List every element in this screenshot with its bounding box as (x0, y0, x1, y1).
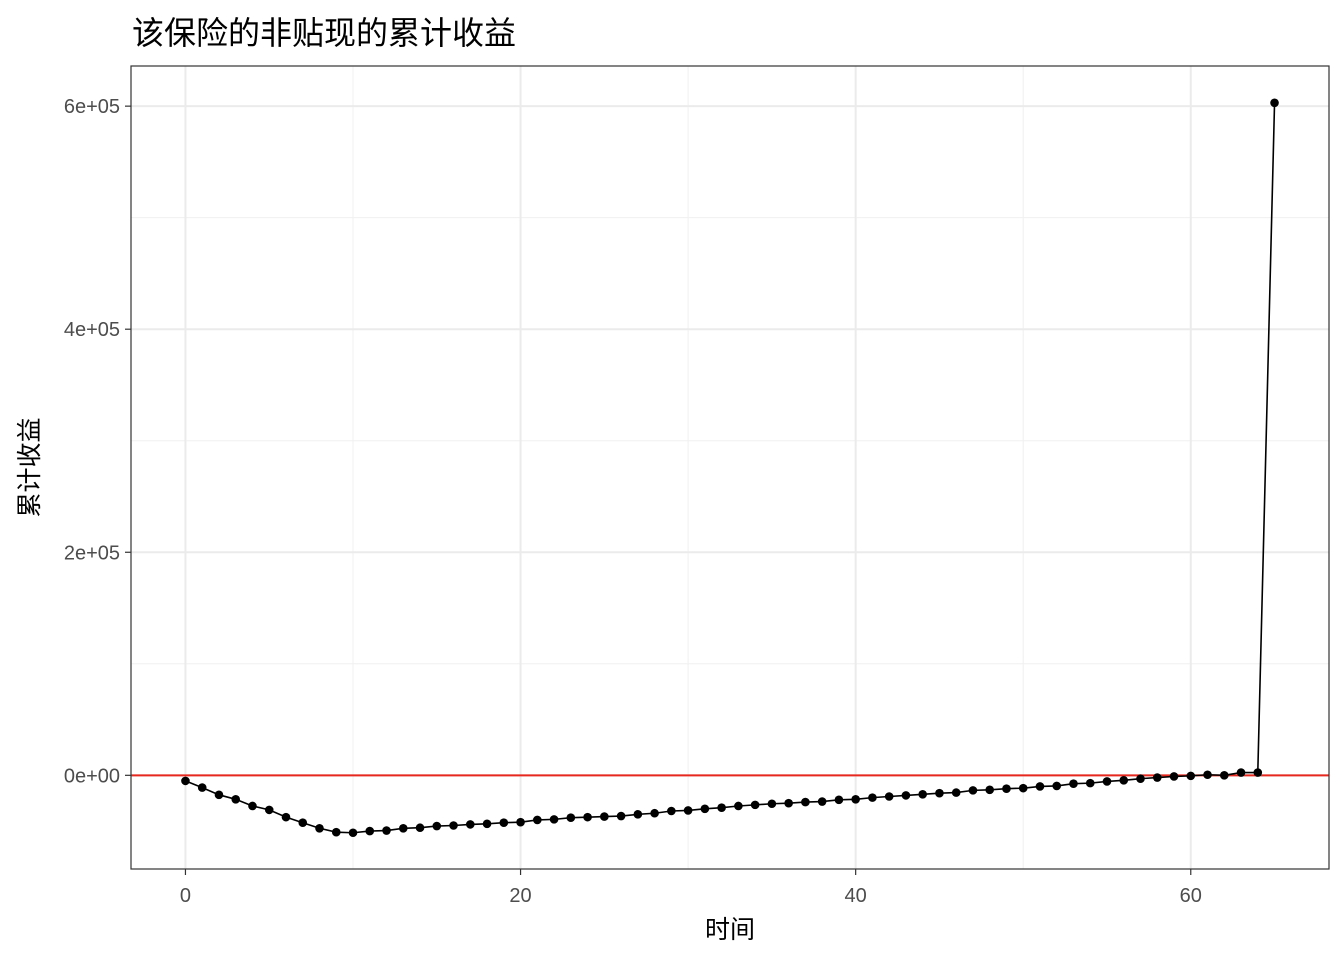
x-tick-label: 60 (1180, 885, 1202, 907)
data-point (331, 827, 341, 837)
x-tick-label: 40 (845, 885, 867, 907)
data-point (851, 794, 860, 804)
data-point (549, 815, 559, 824)
data-point (248, 801, 257, 811)
data-point (801, 797, 810, 807)
data-point (1152, 773, 1162, 782)
data-point (968, 786, 978, 795)
data-point (1085, 778, 1095, 788)
x-axis: 0 20 40 60 (180, 869, 1202, 907)
data-point (1203, 770, 1212, 780)
data-point (1002, 784, 1011, 793)
data-point (499, 818, 509, 828)
data-point (1069, 779, 1078, 788)
data-point (650, 808, 659, 818)
data-point (1119, 776, 1129, 785)
data-point (683, 806, 693, 815)
data-point (717, 803, 726, 812)
data-point (348, 828, 358, 838)
y-tick-label: 2e+05 (64, 542, 120, 564)
data-point (1186, 771, 1196, 781)
data-point (298, 818, 308, 828)
series-line (185, 102, 1276, 834)
data-point (1052, 781, 1062, 791)
data-point (533, 815, 542, 825)
data-point (465, 820, 475, 829)
data-point (449, 821, 458, 830)
panel-border (130, 65, 1330, 870)
data-point (181, 776, 190, 786)
data-point (918, 789, 927, 799)
data-point (1035, 782, 1045, 791)
y-axis-title: 累计收益 (15, 417, 44, 517)
chart-title: 该保险的非贴现的累计收益 (132, 14, 517, 52)
data-point (750, 800, 760, 810)
data-point (516, 817, 525, 827)
data-point (566, 813, 576, 822)
data-point (784, 798, 793, 808)
y-tick-label: 0e+00 (64, 765, 120, 787)
data-point (231, 794, 241, 804)
series-layer (181, 98, 1279, 838)
data-point (616, 811, 626, 821)
data-point (281, 812, 291, 822)
data-point (1270, 98, 1279, 108)
data-point (767, 799, 777, 809)
data-point (365, 826, 375, 836)
data-point (734, 801, 743, 811)
data-point (633, 810, 643, 819)
data-point (1102, 777, 1112, 786)
grid-major (131, 66, 1329, 869)
data-point (583, 812, 592, 822)
data-point (398, 823, 408, 833)
data-point (1253, 768, 1263, 777)
data-point (315, 823, 324, 833)
grid-minor (131, 66, 1329, 869)
data-point (884, 792, 894, 801)
data-point (197, 783, 207, 792)
data-point (901, 791, 911, 800)
data-point (1018, 783, 1028, 793)
data-point (700, 804, 710, 814)
data-point (432, 821, 442, 831)
data-point (214, 790, 224, 800)
y-axis: 0e+00 2e+05 4e+05 6e+05 (64, 96, 131, 787)
data-point (1219, 771, 1229, 780)
data-point (1236, 768, 1246, 777)
data-point (951, 788, 961, 797)
data-point (834, 795, 844, 805)
y-tick-label: 6e+05 (64, 96, 120, 118)
data-point (415, 823, 425, 833)
data-point (1169, 772, 1179, 781)
x-tick-label: 20 (509, 885, 531, 907)
x-axis-title: 时间 (705, 915, 755, 944)
data-point (482, 819, 492, 829)
data-point (667, 806, 676, 816)
data-point (868, 793, 877, 802)
x-tick-label: 0 (180, 885, 191, 907)
data-point (600, 812, 609, 821)
data-point (382, 826, 391, 835)
data-point (985, 785, 995, 795)
data-point (817, 797, 827, 806)
data-point (1136, 774, 1145, 783)
data-point (264, 805, 274, 815)
y-tick-label: 4e+05 (64, 319, 120, 341)
data-point (935, 788, 944, 798)
